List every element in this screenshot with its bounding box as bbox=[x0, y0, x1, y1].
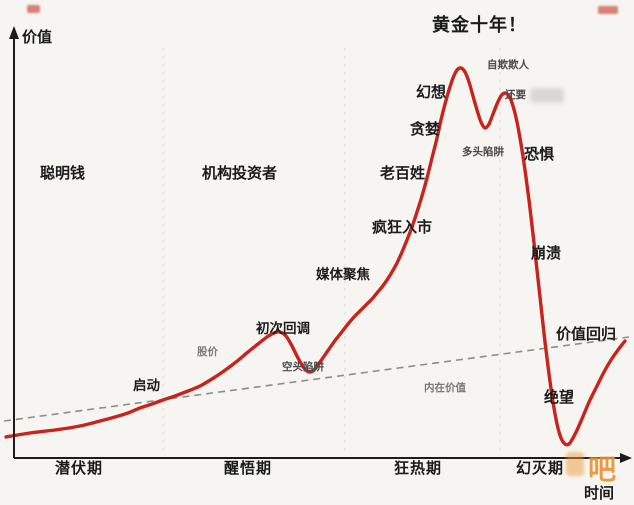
label-intrinsic-value: 内在价值 bbox=[424, 382, 466, 394]
label-smart-money: 聪明钱 bbox=[40, 165, 86, 182]
price-curve bbox=[4, 66, 627, 447]
label-bear-trap: 空头陷阱 bbox=[282, 361, 324, 373]
x-axis-arrow-icon bbox=[620, 453, 632, 463]
label-media-focus: 媒体聚焦 bbox=[316, 267, 370, 282]
label-still-more: 还要 bbox=[505, 89, 526, 101]
label-public: 老百姓 bbox=[380, 165, 426, 182]
label-mad-rush: 疯狂入市 bbox=[372, 219, 433, 236]
phase-label-mania: 狂热期 bbox=[394, 460, 443, 477]
label-delusion: 幻想 bbox=[416, 84, 447, 101]
label-fear: 恐惧 bbox=[524, 146, 555, 163]
phase-label-stealth: 潜伏期 bbox=[55, 460, 104, 477]
phase-label-blowoff: 幻灭期 bbox=[516, 460, 565, 477]
intrinsic-value-line bbox=[3, 336, 630, 422]
y-axis-arrow-icon bbox=[9, 26, 19, 39]
phase-label-awareness: 醒悟期 bbox=[224, 460, 273, 477]
label-golden-decade: 黄金十年！ bbox=[432, 15, 527, 35]
label-bull-trap: 多头陷阱 bbox=[462, 146, 504, 158]
watermark-partial-glyph bbox=[566, 452, 584, 476]
label-stock-price: 股价 bbox=[197, 346, 218, 358]
red-artifact-top-right bbox=[598, 6, 618, 14]
label-despair: 绝望 bbox=[544, 389, 575, 406]
y-axis-label: 价值 bbox=[22, 29, 53, 46]
label-institutional-investors: 机构投资者 bbox=[202, 165, 278, 182]
label-first-pullback: 初次回调 bbox=[256, 321, 310, 336]
watermark-text: 吧 bbox=[588, 454, 617, 485]
label-greed: 贪婪 bbox=[410, 121, 441, 138]
label-denial: 自欺欺人 bbox=[487, 59, 529, 71]
label-value-return: 价值回归 bbox=[556, 326, 617, 343]
label-collapse: 崩溃 bbox=[531, 245, 562, 262]
blurred-text-smudge bbox=[530, 88, 564, 103]
x-axis-label: 时间 bbox=[584, 485, 615, 502]
red-artifact-top-left bbox=[27, 5, 40, 13]
label-take-off: 启动 bbox=[133, 378, 160, 393]
